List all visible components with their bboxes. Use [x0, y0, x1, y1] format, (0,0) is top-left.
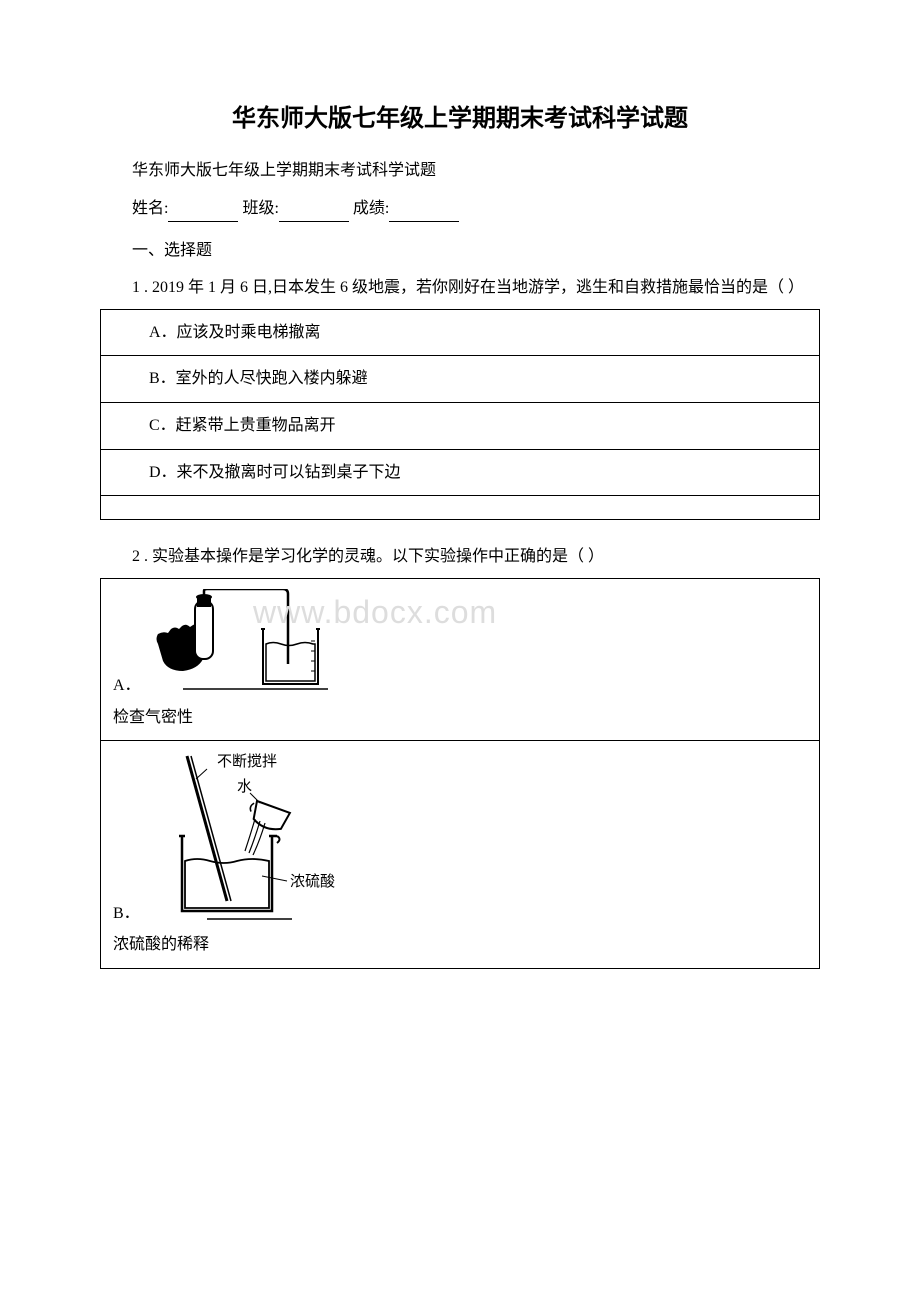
- water-annotation: 水: [237, 778, 252, 795]
- q2-stem: 2 . 实验基本操作是学习化学的灵魂。以下实验操作中正确的是（ ）: [100, 544, 820, 570]
- name-label: 姓名:: [132, 200, 168, 217]
- q1-empty-row: [101, 496, 820, 520]
- q1-stem: 1 . 2019 年 1 月 6 日,日本发生 6 级地震，若你刚好在当地游学，…: [100, 275, 820, 301]
- name-blank: [168, 202, 238, 221]
- stir-annotation: 不断搅拌: [217, 753, 277, 770]
- score-label: 成绩:: [353, 200, 389, 217]
- q2-option-a-label: A．: [113, 673, 141, 699]
- q2-option-a-cell: www.bdocx.com A．: [101, 578, 820, 741]
- acid-annotation: 浓硫酸: [290, 873, 335, 890]
- q2-option-b-caption: 浓硫酸的稀释: [113, 932, 807, 958]
- airtight-check-diagram-icon: [153, 589, 353, 699]
- q1-option-b: B．室外的人尽快跑入楼内躲避: [101, 356, 820, 403]
- q1-options-table: A．应该及时乘电梯撤离 B．室外的人尽快跑入楼内躲避 C．赶紧带上贵重物品离开 …: [100, 309, 820, 520]
- q2-option-a-caption: 检查气密性: [113, 705, 807, 731]
- class-blank: [279, 202, 349, 221]
- q1-option-d: D．来不及撤离时可以钻到桌子下边: [101, 449, 820, 496]
- q1-option-a: A．应该及时乘电梯撤离: [101, 309, 820, 356]
- q2-figures-table: www.bdocx.com A．: [100, 578, 820, 969]
- q2-option-b-label: B．: [113, 901, 140, 927]
- section-heading: 一、选择题: [100, 238, 820, 264]
- class-label: 班级:: [242, 200, 278, 217]
- q1-option-c: C．赶紧带上贵重物品离开: [101, 402, 820, 449]
- score-blank: [389, 202, 459, 221]
- subtitle: 华东师大版七年级上学期期末考试科学试题: [100, 158, 820, 184]
- q2-option-b-cell: B． 不断搅拌 水: [101, 741, 820, 969]
- dilution-diagram-icon: 不断搅拌 水: [152, 751, 372, 926]
- student-info-line: 姓名: 班级: 成绩:: [100, 196, 820, 222]
- page-title: 华东师大版七年级上学期期末考试科学试题: [100, 100, 820, 138]
